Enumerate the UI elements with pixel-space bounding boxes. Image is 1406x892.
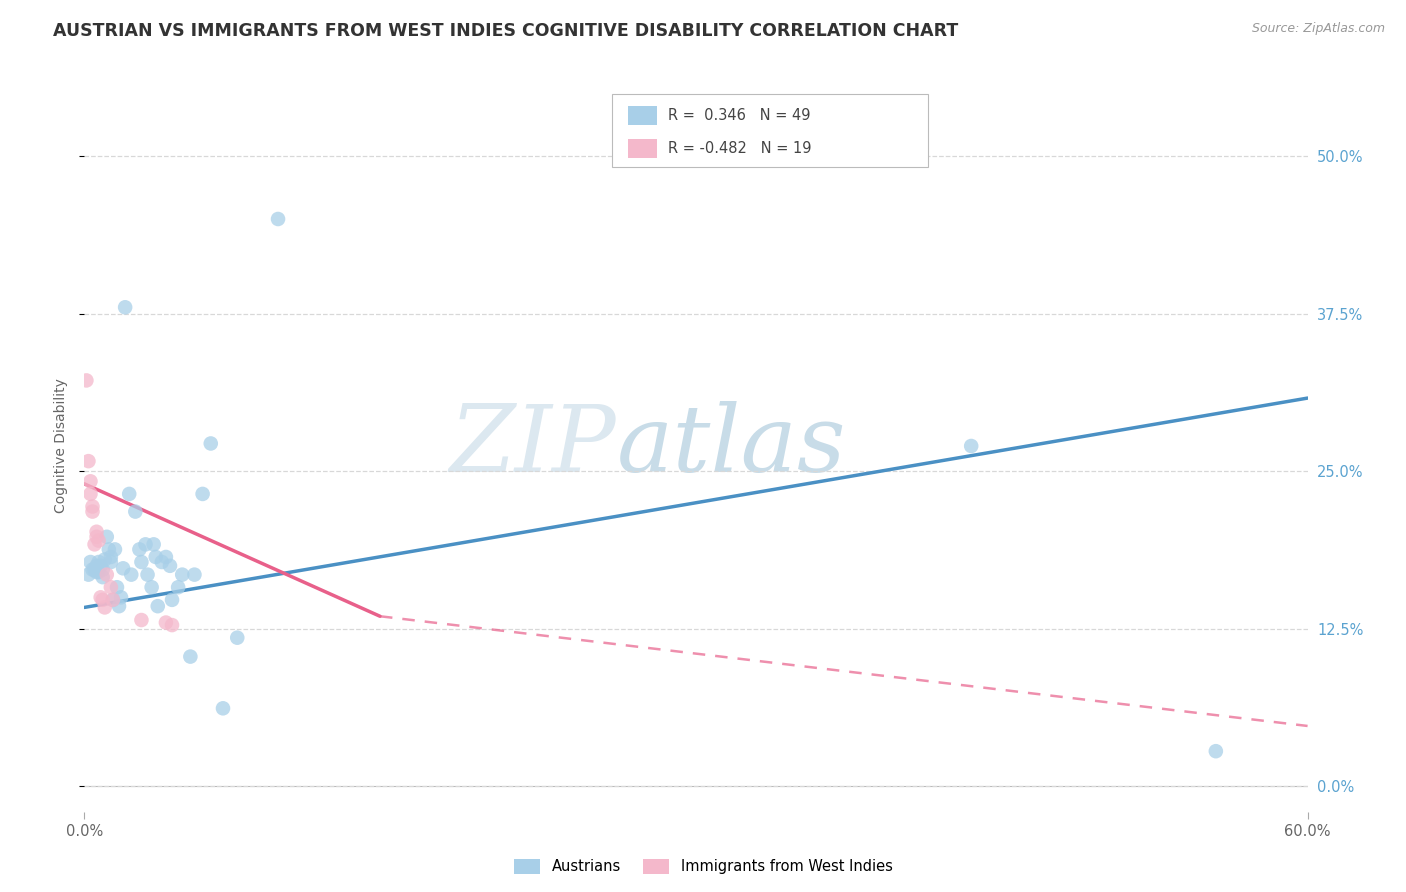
- Point: [135, 537, 157, 551]
- Y-axis label: Cognitive Disability: Cognitive Disability: [55, 378, 69, 514]
- Point: [105, 580, 128, 594]
- Point: [191, 487, 214, 501]
- Point: [82, 505, 104, 519]
- Text: AUSTRIAN VS IMMIGRANTS FROM WEST INDIES COGNITIVE DISABILITY CORRELATION CHART: AUSTRIAN VS IMMIGRANTS FROM WEST INDIES …: [53, 22, 959, 40]
- Point: [212, 701, 235, 715]
- Point: [79, 555, 101, 569]
- Point: [86, 558, 108, 573]
- Point: [101, 592, 124, 607]
- Point: [155, 615, 177, 630]
- Point: [1205, 744, 1227, 758]
- Point: [79, 475, 101, 489]
- Point: [101, 592, 124, 607]
- Text: R =  0.346   N = 49: R = 0.346 N = 49: [668, 108, 810, 123]
- Point: [141, 580, 163, 594]
- Text: Source: ZipAtlas.com: Source: ZipAtlas.com: [1251, 22, 1385, 36]
- Point: [124, 505, 146, 519]
- Point: [131, 613, 153, 627]
- Point: [77, 454, 100, 468]
- Point: [160, 618, 183, 632]
- Point: [83, 537, 105, 551]
- Text: ZIP: ZIP: [450, 401, 616, 491]
- Point: [96, 567, 118, 582]
- Text: R = -0.482   N = 19: R = -0.482 N = 19: [668, 141, 811, 156]
- Point: [100, 580, 122, 594]
- Point: [77, 567, 100, 582]
- Point: [97, 542, 120, 557]
- Point: [183, 567, 205, 582]
- Point: [104, 542, 127, 557]
- Point: [96, 530, 118, 544]
- Point: [87, 555, 110, 569]
- Point: [91, 592, 114, 607]
- Point: [90, 591, 112, 605]
- Point: [82, 500, 104, 514]
- Point: [200, 436, 222, 450]
- Point: [91, 570, 114, 584]
- Point: [90, 558, 112, 573]
- Point: [167, 580, 190, 594]
- Point: [179, 649, 201, 664]
- Point: [112, 561, 135, 575]
- Point: [93, 552, 115, 566]
- Point: [118, 487, 141, 501]
- Point: [159, 558, 181, 573]
- Point: [86, 565, 108, 579]
- Point: [75, 373, 97, 387]
- Point: [108, 599, 131, 614]
- Point: [87, 565, 110, 579]
- Text: atlas: atlas: [616, 401, 846, 491]
- Point: [146, 599, 169, 614]
- Point: [93, 600, 115, 615]
- Point: [87, 533, 110, 548]
- Point: [145, 549, 167, 564]
- Point: [155, 549, 177, 564]
- Point: [136, 567, 159, 582]
- Point: [267, 212, 290, 227]
- Point: [79, 487, 101, 501]
- Point: [82, 563, 104, 577]
- Point: [131, 555, 153, 569]
- Point: [226, 631, 249, 645]
- Point: [160, 592, 183, 607]
- Point: [86, 530, 108, 544]
- Point: [114, 300, 136, 314]
- Point: [91, 563, 114, 577]
- Point: [100, 555, 122, 569]
- Point: [110, 591, 132, 605]
- Point: [120, 567, 142, 582]
- Point: [83, 563, 105, 577]
- Point: [960, 439, 983, 453]
- Point: [86, 524, 108, 539]
- Point: [100, 549, 122, 564]
- Point: [172, 567, 194, 582]
- Point: [142, 537, 165, 551]
- Legend: Austrians, Immigrants from West Indies: Austrians, Immigrants from West Indies: [508, 853, 898, 880]
- Point: [128, 542, 150, 557]
- Point: [150, 555, 173, 569]
